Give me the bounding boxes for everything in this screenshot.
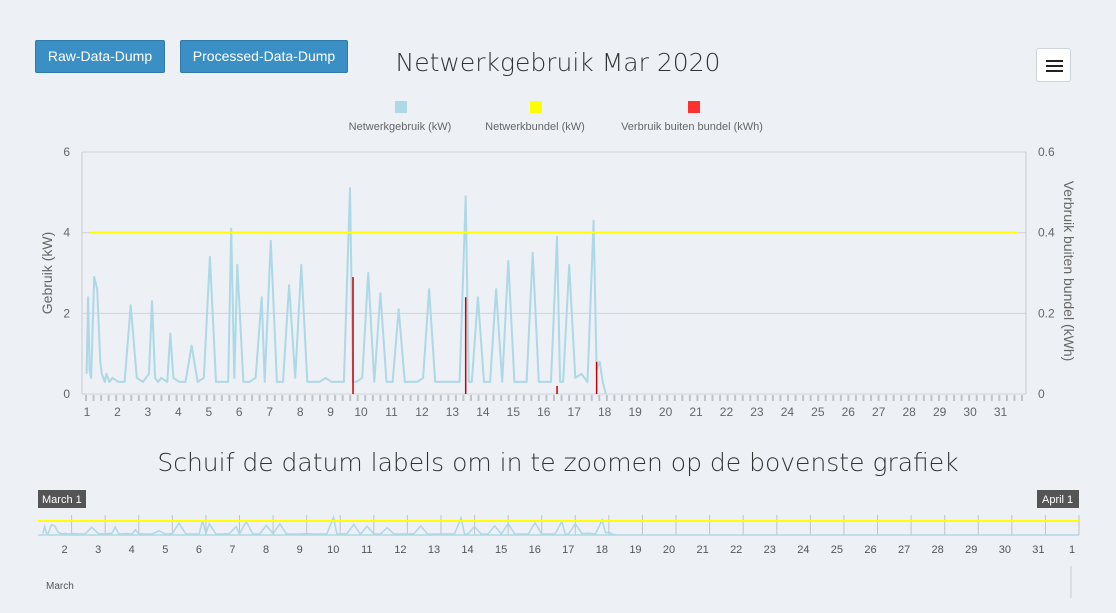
- nav-x-tick-label: 24: [797, 544, 809, 556]
- nav-x-tick-label: 23: [764, 544, 776, 556]
- navigator-chart[interactable]: March 1 April 1 March 2 3 4 5 6 7 8 9 10 11 12 13 14…: [0, 488, 1116, 608]
- nav-x-tick-label: 21: [696, 544, 708, 556]
- x-tick-label: 22: [720, 405, 734, 419]
- x-tick-label: 28: [903, 405, 917, 419]
- y-tick-label: 2: [63, 306, 70, 320]
- x-tick-label: 27: [872, 405, 886, 419]
- zoom-instructions-title: Schuif de datum labels om in te zoomen o…: [157, 448, 959, 477]
- hamburger-menu-icon[interactable]: [1036, 48, 1071, 82]
- x-tick-label: 9: [327, 405, 334, 419]
- y-right-tick-label: 0.4: [1038, 226, 1055, 240]
- chart-title: Netwerkgebruik Mar 2020: [395, 48, 721, 77]
- nav-x-tick-label: 1: [1069, 544, 1075, 556]
- series-line-netwerkgebruik[interactable]: [85, 187, 607, 395]
- x-tick-label: 16: [537, 405, 551, 419]
- nav-x-tick-label: 16: [529, 544, 541, 556]
- x-tick-label: 17: [568, 405, 582, 419]
- x-tick-label: 21: [689, 405, 703, 419]
- nav-x-tick-label: 30: [999, 544, 1011, 556]
- nav-x-tick-label: 26: [864, 544, 876, 556]
- nav-x-tick-label: 3: [95, 544, 101, 556]
- legend-label-verbruik-buiten-bundel[interactable]: Verbruik buiten bundel (kWh): [621, 121, 763, 133]
- x-tick-label: 14: [476, 405, 490, 419]
- range-label-start[interactable]: March 1: [42, 494, 82, 506]
- x-tick-label: 25: [811, 405, 825, 419]
- nav-x-tick-label: 9: [297, 544, 303, 556]
- y-axis-right-label: Verbruik buiten bundel (kWh): [1061, 181, 1077, 362]
- x-tick-label: 24: [781, 405, 795, 419]
- y-tick-label: 0: [63, 387, 70, 401]
- y-right-tick-label: 0.6: [1038, 145, 1055, 159]
- x-tick-label: 19: [628, 405, 642, 419]
- nav-x-tick-label: 31: [1032, 544, 1044, 556]
- x-tick-label: 12: [415, 405, 429, 419]
- nav-x-tick-label: 17: [562, 544, 574, 556]
- legend-swatch-netwerkbundel[interactable]: [530, 101, 542, 113]
- x-tick-label: 13: [446, 405, 460, 419]
- x-tick-label: 11: [385, 405, 398, 419]
- nav-x-tick-label: 14: [461, 544, 473, 556]
- range-label-end[interactable]: April 1: [1042, 494, 1073, 506]
- x-tick-label: 7: [266, 405, 273, 419]
- x-tick-label: 10: [354, 405, 368, 419]
- nav-x-tick-label: 10: [327, 544, 339, 556]
- x-tick-label: 30: [963, 405, 977, 419]
- y-right-tick-label: 0: [1038, 387, 1045, 401]
- legend-label-netwerkgebruik[interactable]: Netwerkgebruik (kW): [349, 121, 452, 133]
- legend-swatch-netwerkgebruik[interactable]: [395, 101, 407, 113]
- x-tick-label: 15: [507, 405, 521, 419]
- x-axis-tick-band: [85, 395, 1023, 401]
- legend-label-netwerkbundel[interactable]: Netwerkbundel (kW): [485, 121, 585, 133]
- nav-x-tick-label: 7: [229, 544, 235, 556]
- legend-swatch-verbruik-buiten-bundel[interactable]: [688, 101, 700, 113]
- legend: Netwerkgebruik (kW) Netwerkbundel (kW) V…: [349, 101, 763, 133]
- nav-x-tick-label: 5: [162, 544, 168, 556]
- month-label: March: [46, 581, 74, 592]
- raw-data-dump-button[interactable]: Raw-Data-Dump: [35, 40, 165, 73]
- y-axis-label: Gebruik (kW): [39, 232, 55, 314]
- nav-series-netwerkgebruik: [42, 514, 616, 537]
- nav-x-tick-label: 11: [361, 544, 372, 556]
- nav-x-tick-label: 18: [596, 544, 608, 556]
- x-tick-label: 18: [598, 405, 612, 419]
- x-tick-label: 23: [750, 405, 764, 419]
- nav-x-tick-label: 15: [495, 544, 507, 556]
- x-tick-label: 3: [145, 405, 152, 419]
- nav-x-tick-label: 8: [263, 544, 269, 556]
- x-tick-label: 6: [236, 405, 243, 419]
- nav-x-tick-label: 4: [129, 544, 135, 556]
- nav-x-tick-label: 28: [932, 544, 944, 556]
- x-tick-label: 29: [933, 405, 947, 419]
- nav-x-tick-label: 19: [629, 544, 641, 556]
- x-tick-label: 4: [175, 405, 182, 419]
- y-tick-label: 4: [63, 226, 70, 240]
- nav-x-tick-label: 22: [730, 544, 742, 556]
- x-tick-label: 26: [842, 405, 856, 419]
- x-tick-label: 8: [297, 405, 304, 419]
- nav-x-tick-label: 12: [394, 544, 406, 556]
- nav-x-tick-label: 6: [196, 544, 202, 556]
- nav-x-tick-label: 27: [898, 544, 910, 556]
- nav-x-tick-label: 20: [663, 544, 675, 556]
- range-handle-start[interactable]: March 1: [38, 490, 86, 508]
- processed-data-dump-button[interactable]: Processed-Data-Dump: [180, 40, 348, 73]
- x-tick-label: 5: [205, 405, 212, 419]
- y-right-tick-label: 0.2: [1038, 306, 1055, 320]
- x-tick-label: 2: [114, 405, 121, 419]
- nav-x-tick-label: 29: [965, 544, 977, 556]
- nav-x-tick-label: 13: [428, 544, 440, 556]
- y-tick-label: 6: [63, 145, 70, 159]
- x-tick-label: 31: [994, 405, 1008, 419]
- nav-x-tick-label: 2: [62, 544, 68, 556]
- x-tick-label: 1: [84, 405, 91, 419]
- range-handle-end[interactable]: April 1: [1037, 490, 1079, 508]
- x-tick-label: 20: [659, 405, 673, 419]
- nav-x-tick-label: 25: [831, 544, 843, 556]
